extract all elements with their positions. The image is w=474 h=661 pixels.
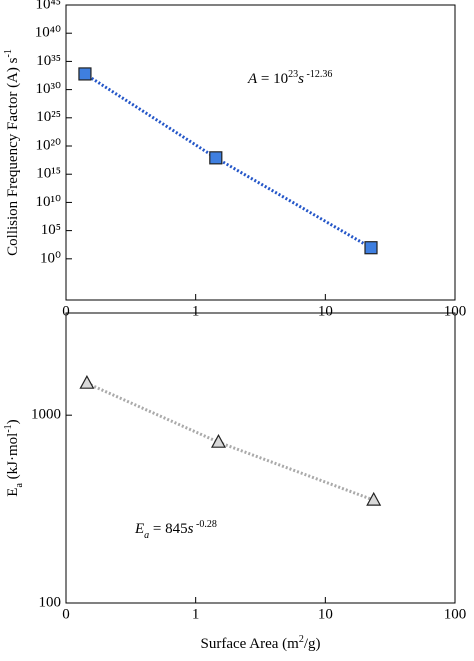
equation-annotation: Ea = 845s -0.28: [134, 519, 217, 541]
x-axis-label-part: Surface Area (m: [201, 636, 300, 652]
x-axis-label: Surface Area (m2/g): [201, 634, 321, 653]
x-tick-label: 1: [192, 606, 200, 622]
x-tick-label: 100: [444, 606, 467, 622]
trend-line: [86, 381, 375, 502]
y-tick-label: 10⁴⁰: [35, 25, 61, 41]
equation-annotation-part: s: [298, 71, 304, 87]
plot-frame: [65, 312, 456, 604]
equation-annotation-part: -0.28: [193, 519, 216, 530]
equation-annotation-part: = 845: [149, 521, 187, 537]
y-axis-label: Collision Frequency Factor (A) s-1: [3, 49, 22, 256]
y-axis-label-part: -1: [3, 424, 14, 432]
equation-annotation-part: -12.36: [304, 69, 332, 80]
x-axis-label-part: /g): [304, 636, 321, 652]
x-axis-label-part: 2: [299, 634, 304, 645]
data-point: [209, 151, 223, 165]
data-point: [79, 374, 95, 389]
y-tick-label: 10²⁵: [36, 109, 61, 125]
data-point: [364, 241, 378, 255]
x-tick-label: 100: [444, 303, 467, 319]
y-tick-label: 1000: [31, 407, 61, 423]
y-axis-label-part: ): [5, 419, 21, 424]
equation-annotation-part: E: [134, 521, 144, 537]
y-tick-label: 10⁵: [41, 222, 61, 238]
y-axis-label-part: -1: [3, 49, 14, 57]
equation-annotation: A = 1023s -12.36: [247, 69, 332, 88]
y-axis-label-part: Collision Frequency Factor (A) s: [5, 57, 21, 255]
y-axis-label-part: (kJ·mol: [5, 433, 21, 483]
y-tick-label: 10¹⁰: [35, 194, 61, 210]
x-tick-label: 10: [318, 303, 333, 319]
y-tick-label: 10³⁵: [36, 53, 61, 69]
data-point: [78, 67, 92, 81]
equation-annotation-part: A: [247, 71, 258, 87]
x-tick-label: 0: [62, 303, 70, 319]
y-tick-label: 10⁴⁵: [36, 0, 61, 12]
plot-frame: [65, 4, 456, 301]
y-axis-label-part: E: [5, 488, 21, 497]
equation-annotation-part: = 10: [257, 71, 288, 87]
y-tick-label: 10³⁰: [35, 81, 61, 97]
y-tick-label: 100: [39, 594, 62, 610]
y-tick-label: 10²⁰: [35, 137, 61, 153]
x-tick-label: 0: [62, 606, 70, 622]
y-tick-label: 10⁰: [40, 250, 61, 266]
x-tick-label: 1: [192, 303, 200, 319]
equation-annotation-part: 23: [288, 69, 298, 80]
y-axis-label-part: a: [14, 483, 25, 488]
data-point: [210, 433, 227, 448]
x-tick-label: 10: [318, 606, 333, 622]
equation-annotation-part: s: [188, 521, 194, 537]
trend-line: [84, 72, 372, 250]
equation-annotation-part: a: [144, 530, 149, 541]
data-point: [366, 491, 382, 506]
y-axis-label: Ea (kJ·mol-1): [3, 419, 25, 496]
y-tick-label: 10¹⁵: [36, 166, 61, 182]
